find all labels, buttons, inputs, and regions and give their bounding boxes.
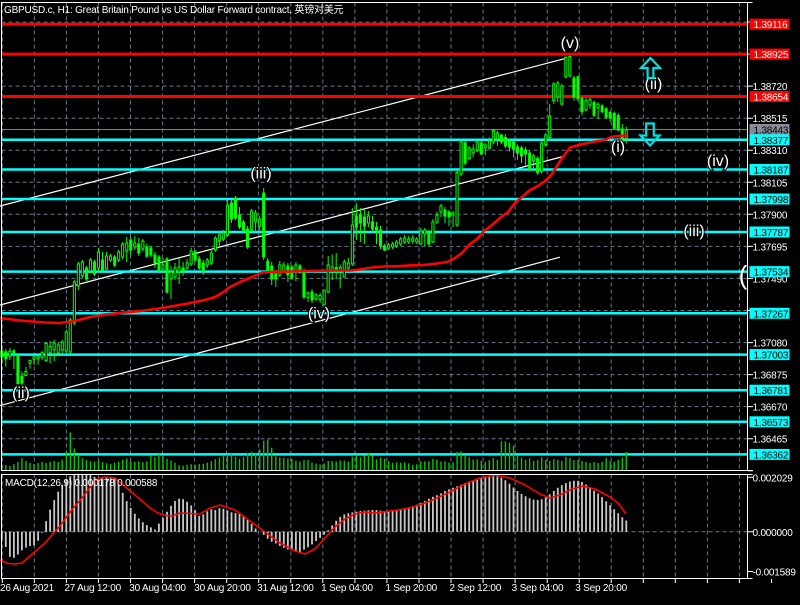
svg-text:-0.001589: -0.001589 [753,568,797,579]
svg-text:1.38187: 1.38187 [754,166,789,177]
svg-text:1 Sep 20:00: 1 Sep 20:00 [385,583,437,594]
svg-text:1.37787: 1.37787 [754,228,789,239]
svg-text:1 Sep 04:00: 1 Sep 04:00 [321,583,373,594]
svg-text:(iii): (iii) [250,166,271,183]
svg-text:2 Sep 12:00: 2 Sep 12:00 [449,583,501,594]
svg-text:31 Aug 12:00: 31 Aug 12:00 [257,583,314,594]
svg-text:(iii): (iii) [683,223,704,240]
svg-text:1.37900: 1.37900 [753,210,788,221]
svg-text:1.38310: 1.38310 [753,146,788,157]
svg-text:1.37998: 1.37998 [754,195,789,206]
svg-text:1.39116: 1.39116 [754,20,789,31]
svg-text:(iv): (iv) [707,153,729,170]
svg-text:1.36465: 1.36465 [753,435,788,446]
svg-text:1.38105: 1.38105 [753,178,788,189]
svg-text:GBPUSD.c, H1: Great Britain P: GBPUSD.c, H1: Great Britain Pound vs US … [4,3,344,16]
svg-text:30 Aug 04:00: 30 Aug 04:00 [129,583,186,594]
svg-text:1.36670: 1.36670 [753,403,788,414]
svg-text:1.36573: 1.36573 [754,418,789,429]
svg-text:1.38377: 1.38377 [754,136,789,147]
svg-text:1.37490: 1.37490 [753,275,788,286]
svg-text:(v): (v) [561,35,580,52]
svg-text:(ii): (ii) [645,76,663,93]
svg-text:(ii): (ii) [12,385,30,402]
svg-text:1.38654: 1.38654 [754,93,789,104]
svg-text:1.38443: 1.38443 [754,126,789,137]
svg-text:27 Aug 12:00: 27 Aug 12:00 [64,583,121,594]
svg-text:(: ( [739,260,748,290]
svg-text:MACD(12,26,9) 0.000178 0.00058: MACD(12,26,9) 0.000178 0.000588 [5,478,158,489]
svg-text:3 Sep 04:00: 3 Sep 04:00 [512,583,564,594]
svg-text:1.37695: 1.37695 [753,242,788,253]
svg-text:1.36781: 1.36781 [754,386,789,397]
svg-text:3 Sep 20:00: 3 Sep 20:00 [575,583,627,594]
svg-text:0.002029: 0.002029 [753,473,794,484]
svg-text:1.37267: 1.37267 [754,309,789,320]
svg-text:1.38515: 1.38515 [753,114,788,125]
svg-text:1.38925: 1.38925 [754,50,789,61]
svg-text:1.37080: 1.37080 [753,339,788,350]
svg-text:1.36362: 1.36362 [754,450,789,461]
svg-text:(i): (i) [611,139,625,156]
svg-text:1.38720: 1.38720 [753,82,788,93]
svg-text:1.37003: 1.37003 [754,351,789,362]
svg-text:1.36875: 1.36875 [753,371,788,382]
svg-text:1.37534: 1.37534 [754,268,789,279]
svg-text:0.000000: 0.000000 [753,528,794,539]
svg-text:(iv): (iv) [308,306,330,323]
svg-text:26 Aug 2021: 26 Aug 2021 [0,583,55,594]
svg-text:30 Aug 20:00: 30 Aug 20:00 [194,583,251,594]
